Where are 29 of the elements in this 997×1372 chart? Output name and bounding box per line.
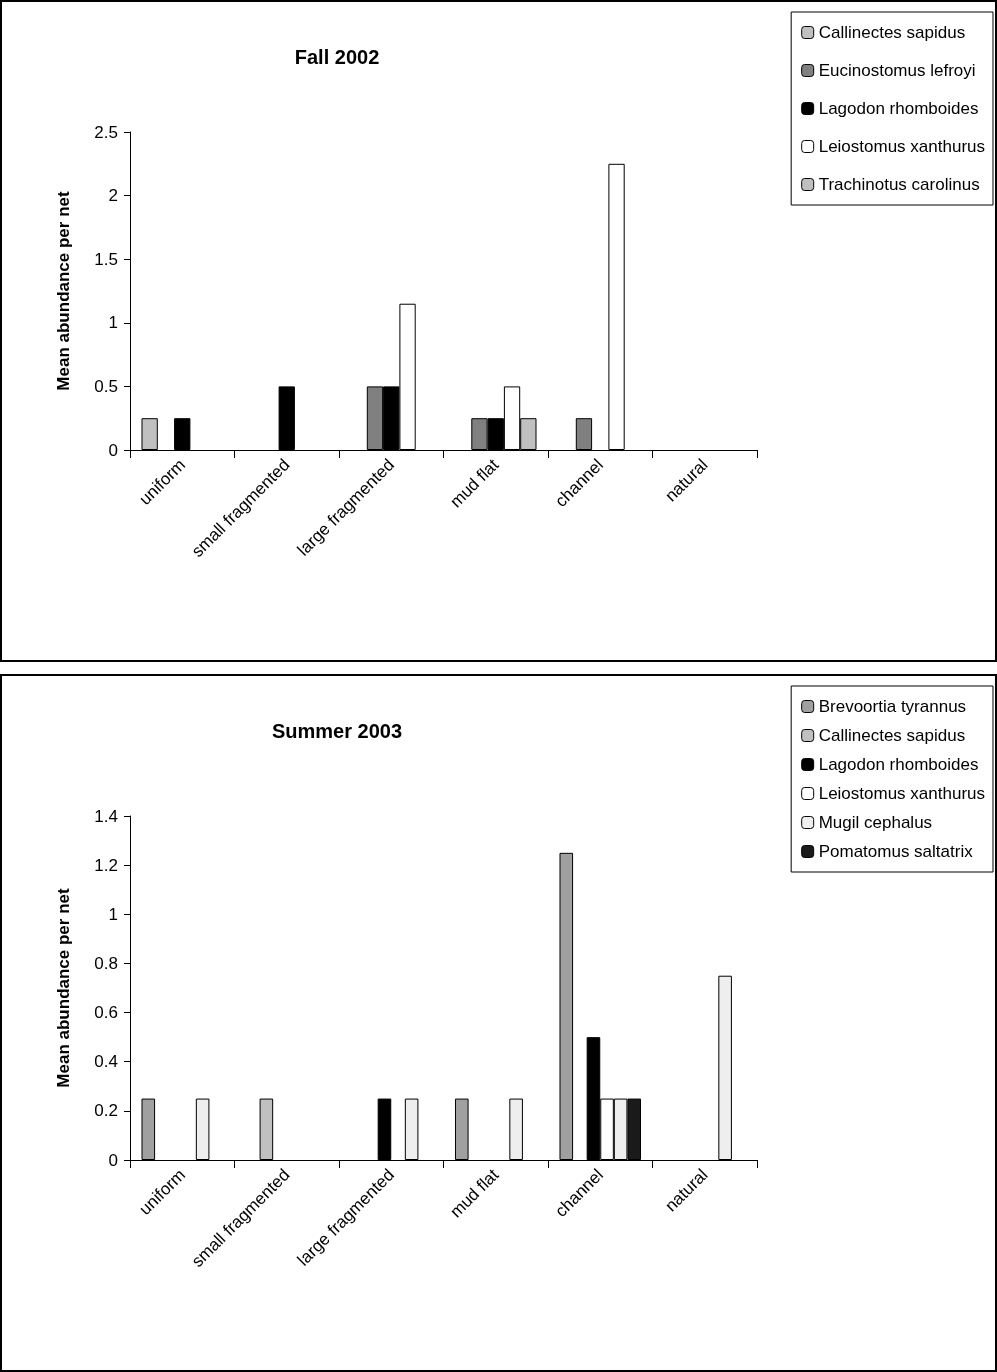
y-tick-label: 0 <box>108 440 118 460</box>
legend-label: Leiostomus xanthurus <box>818 137 986 156</box>
y-tick-label: 2 <box>108 186 118 206</box>
legend-label: Callinectes sapidus <box>818 23 966 42</box>
y-tick-label: 1.2 <box>94 855 118 875</box>
y-tick-label: 0.4 <box>94 1052 118 1072</box>
y-tick-label: 0 <box>108 1150 118 1170</box>
y-tick-label: 0.6 <box>94 1003 118 1023</box>
chart-title: Summer 2003 <box>271 720 403 742</box>
y-tick-label: 1 <box>108 904 118 924</box>
y-axis-title: Mean abundance per net <box>54 191 73 391</box>
chart-title: Fall 2002 <box>294 46 380 68</box>
legend-label: Callinectes sapidus <box>818 726 966 745</box>
y-tick-label: 2.5 <box>94 122 118 142</box>
legend-label: Mugil cephalus <box>818 813 933 832</box>
y-tick-label: 1.4 <box>94 806 118 826</box>
y-tick-label: 0.5 <box>94 376 118 396</box>
legend-label: Eucinostomus lefroyi <box>818 61 976 80</box>
y-axis-title: Mean abundance per net <box>54 888 73 1088</box>
y-tick-label: 0.8 <box>94 953 118 973</box>
y-tick-label: 1.5 <box>94 249 118 269</box>
legend-label: Leiostomus xanthurus <box>818 784 986 803</box>
legend-label: Trachinotus carolinus <box>818 175 980 194</box>
legend-label: Brevoortia tyrannus <box>818 697 967 716</box>
y-tick-label: 1 <box>108 313 118 333</box>
y-tick-label: 0.2 <box>94 1101 118 1121</box>
legend-label: Pomatomus saltatrix <box>818 842 974 861</box>
legend-label: Lagodon rhomboides <box>818 755 979 774</box>
legend-label: Lagodon rhomboides <box>818 99 979 118</box>
